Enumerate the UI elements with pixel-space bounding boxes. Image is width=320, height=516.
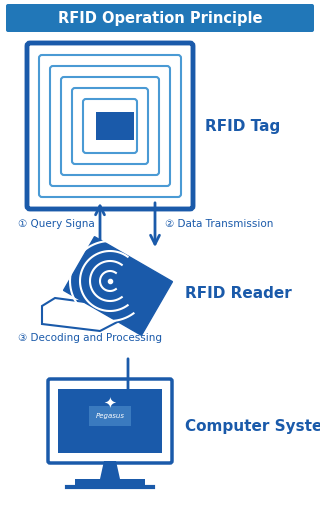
FancyBboxPatch shape	[58, 389, 162, 453]
FancyBboxPatch shape	[96, 112, 134, 140]
Polygon shape	[42, 294, 132, 331]
Text: ③ Decoding and Processing: ③ Decoding and Processing	[18, 333, 162, 343]
Polygon shape	[64, 237, 172, 335]
FancyBboxPatch shape	[48, 379, 172, 463]
Text: RFID Tag: RFID Tag	[205, 119, 280, 134]
Text: Computer System: Computer System	[185, 418, 320, 433]
Text: ① Query Signa: ① Query Signa	[18, 219, 95, 229]
Text: ② Data Transmission: ② Data Transmission	[165, 219, 273, 229]
FancyBboxPatch shape	[27, 43, 193, 209]
Text: RFID Operation Principle: RFID Operation Principle	[58, 10, 262, 25]
Text: RFID Reader: RFID Reader	[185, 286, 292, 301]
Text: ✦: ✦	[104, 396, 116, 411]
Text: Pegasus: Pegasus	[95, 413, 124, 419]
Polygon shape	[100, 461, 120, 479]
FancyBboxPatch shape	[75, 479, 145, 487]
FancyBboxPatch shape	[6, 4, 314, 32]
